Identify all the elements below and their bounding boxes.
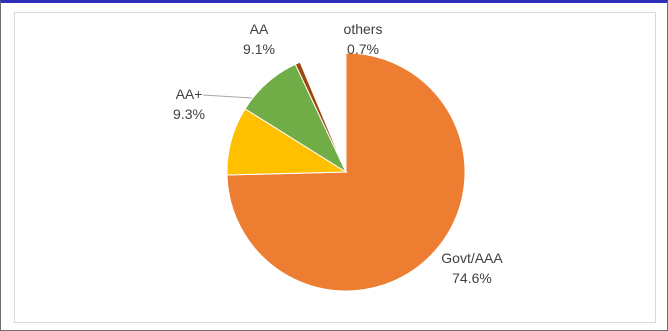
leader-line-aa- bbox=[202, 94, 253, 99]
data-label-value-others: 0.7% bbox=[347, 41, 379, 57]
data-label-name-aa: AA bbox=[250, 21, 269, 37]
pie-slice-others bbox=[294, 61, 347, 173]
data-label-value-aa: 9.1% bbox=[243, 41, 275, 57]
data-label-name-aa-: AA+ bbox=[176, 86, 203, 102]
data-label-name-govt-aaa: Govt/AAA bbox=[441, 250, 503, 266]
data-label-name-others: others bbox=[344, 21, 383, 37]
data-label-value-govt-aaa: 74.6% bbox=[452, 270, 492, 286]
data-label-value-aa-: 9.3% bbox=[173, 106, 205, 122]
